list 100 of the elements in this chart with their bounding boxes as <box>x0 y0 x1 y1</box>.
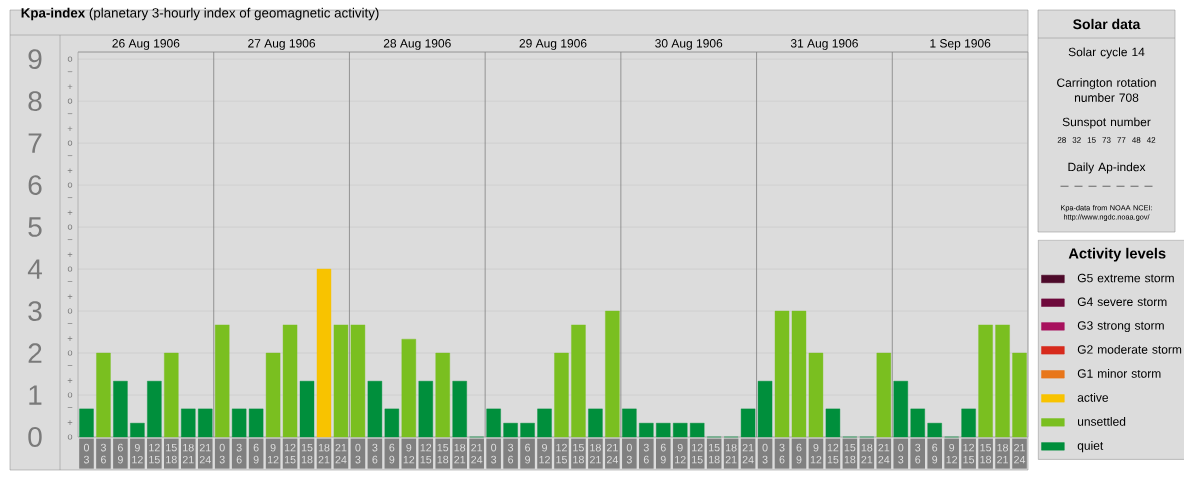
text: − <box>67 155 73 157</box>
x-tick-label: 12 15 <box>556 443 567 464</box>
x-tick-label: 6 9 <box>253 443 259 464</box>
y-tick-label: 8 <box>28 91 42 112</box>
text: − <box>67 197 73 199</box>
x-tick-label: 21 24 <box>606 443 618 464</box>
legend-label: G3 strong storm <box>1077 321 1164 333</box>
x-tick-label: 6 9 <box>117 443 123 464</box>
x-tick-label: 15 18 <box>980 443 992 464</box>
x-tick-label: 21 24 <box>471 443 483 464</box>
y-tick-label: 9 <box>28 49 42 70</box>
x-tick-label: 9 12 <box>403 443 415 464</box>
text: Daily Ap-index <box>1068 162 1146 174</box>
x-tick-label: 3 6 <box>643 443 649 464</box>
y-tick-label: 1 <box>29 385 42 405</box>
text: o <box>67 98 73 104</box>
x2-tick-label: 30 Aug 1906 <box>655 39 723 50</box>
x-tick-label: 18 21 <box>590 443 601 464</box>
x-tick-label: 18 21 <box>454 443 466 464</box>
x-tick-label: 21 24 <box>878 443 890 464</box>
y-tick-label: 6 <box>28 175 42 196</box>
x-tick-label: 9 12 <box>675 443 686 464</box>
legend-label: G1 minor storm <box>1077 368 1161 378</box>
text: − <box>67 281 73 283</box>
text: − <box>67 323 73 325</box>
text: − <box>67 239 73 241</box>
text: o <box>67 266 73 272</box>
y-tick-label: 7 <box>28 133 42 153</box>
legend-label: active <box>1077 392 1109 402</box>
x-tick-label: 18 21 <box>182 443 194 464</box>
x-tick-label: 12 15 <box>420 443 432 464</box>
x-tick-label: 3 6 <box>236 443 242 464</box>
legend-label: quiet <box>1077 441 1104 453</box>
x-tick-label: 15 18 <box>573 443 584 464</box>
x-tick-label: 9 12 <box>810 443 822 464</box>
y-tick-label: 4 <box>27 259 42 279</box>
x-tick-label: 0 3 <box>762 443 768 464</box>
x-tick-label: 6 9 <box>389 443 395 464</box>
x-tick-label: 0 3 <box>219 443 225 464</box>
text: Sunspot number <box>1062 117 1151 129</box>
y-tick-label: 0 <box>28 427 42 447</box>
text: o <box>67 308 73 314</box>
x-tick-label: 15 18 <box>437 443 449 464</box>
x-tick-label: 3 6 <box>100 443 106 464</box>
text: o <box>67 224 73 230</box>
text: o <box>67 140 73 146</box>
text: Solar data <box>1073 18 1141 30</box>
chart-title: Kpa-index (planetary 3-hourly index of geomagnetic activity) <box>21 7 379 21</box>
x-tick-label: 21 24 <box>1014 443 1026 464</box>
legend-label: G2 moderate storm <box>1077 344 1182 354</box>
x-tick-label: 0 3 <box>626 443 632 464</box>
legend-title: Activity levels <box>1068 247 1166 262</box>
text: Carrington rotation number 708 <box>1057 78 1156 102</box>
text: Solar cycle 14 <box>1068 47 1145 59</box>
x2-tick-label: 28 Aug 1906 <box>383 39 451 50</box>
text: o <box>67 392 73 398</box>
x-tick-label: 12 15 <box>963 443 975 464</box>
text: o <box>67 350 73 356</box>
x-tick-label: 12 15 <box>284 443 296 464</box>
x-tick-label: 3 6 <box>508 443 514 464</box>
x-tick-label: 21 24 <box>199 443 211 464</box>
text: o <box>67 182 73 188</box>
x-tick-label: 18 21 <box>997 443 1009 464</box>
x-tick-label: 12 15 <box>692 443 703 464</box>
text: + <box>67 378 73 383</box>
x-tick-label: 3 6 <box>779 443 785 464</box>
text: + <box>67 210 73 215</box>
x-tick-label: 3 6 <box>915 443 921 464</box>
legend-label: unsettled <box>1078 417 1126 426</box>
text: o <box>67 56 73 62</box>
text: o <box>67 434 73 440</box>
text: + <box>67 84 73 90</box>
x2-tick-label: 26 Aug 1906 <box>112 39 180 50</box>
x-tick-label: 6 9 <box>660 443 666 464</box>
x2-tick-label: 31 Aug 1906 <box>790 39 858 50</box>
text: + <box>67 294 73 299</box>
text: + <box>67 336 73 341</box>
y-tick-label: 3 <box>28 301 42 321</box>
legend-label: G5 extreme storm <box>1077 273 1174 283</box>
text: — — — — — — — <box>1060 185 1153 187</box>
text: − <box>67 71 73 73</box>
x-tick-label: 9 12 <box>539 443 550 464</box>
y-tick-label: 2 <box>28 343 42 363</box>
x-tick-label: 9 12 <box>946 443 958 464</box>
x-tick-label: 18 21 <box>861 443 873 464</box>
x-tick-label: 9 12 <box>132 443 143 464</box>
x-tick-label: 9 12 <box>267 443 279 464</box>
x-tick-label: 12 15 <box>827 443 839 464</box>
x-tick-label: 0 3 <box>898 443 904 464</box>
legend-label: G4 severe storm <box>1077 297 1167 307</box>
x-tick-label: 21 24 <box>335 443 347 464</box>
x-tick-label: 0 3 <box>491 443 497 464</box>
text: + <box>67 168 73 173</box>
text: 28 32 15 73 77 48 42 <box>1057 137 1156 143</box>
x-tick-label: 18 21 <box>725 443 737 464</box>
x-tick-label: 0 3 <box>355 443 361 464</box>
x-tick-label: 6 9 <box>932 443 938 464</box>
x-tick-label: 15 18 <box>844 443 856 464</box>
x2-tick-label: 1 Sep 1906 <box>930 39 991 50</box>
x-tick-label: 6 9 <box>796 443 802 464</box>
